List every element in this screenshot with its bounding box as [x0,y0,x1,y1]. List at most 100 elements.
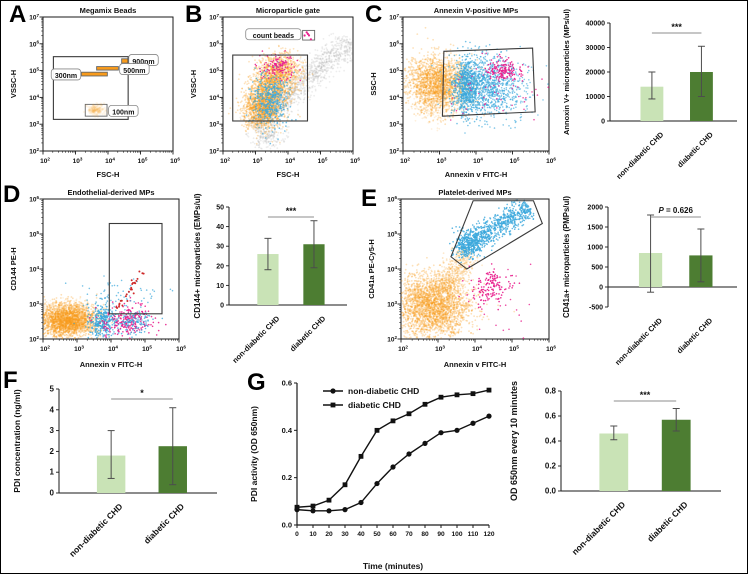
panel-label-f: F [3,367,18,394]
bead-900nm [121,58,129,64]
gate [450,200,544,270]
plot-title: Microparticle gate [256,6,320,15]
series-diabetic-chd [294,387,492,510]
legend-label: diabetic CHD [348,400,401,410]
gate-tag-box [108,104,139,117]
category-label: non-diabetic CHD [614,130,665,181]
bar-non-diabetic-chd [599,433,629,491]
B-svg: Microparticle gate 102 103 104 105 106 102 103 1… [189,6,360,179]
gate [52,56,129,120]
svg-text:104: 104 [285,156,295,165]
bar-diabetic-chd [661,419,691,491]
category-label: non-diabetic CHD [613,316,664,367]
bead-500nm [96,66,119,71]
gate-tag-label: 500nm [123,68,145,75]
legend-entry-diabetic-chd: diabetic CHD [323,400,401,410]
svg-text:104: 104 [29,93,39,102]
svg-text:106: 106 [29,40,39,49]
panel-label-g: G [247,369,266,396]
gate-tag-label: 900nm [132,59,154,66]
svg-text:105: 105 [138,156,148,165]
svg-text:104: 104 [209,93,219,102]
svg-text:104: 104 [105,156,115,165]
point-cloud [42,270,174,340]
y-axis-label: CD144 PE-H [9,247,18,290]
significance-label: * [140,388,144,398]
x-axis-label: Annexin v FITC-H [445,170,508,179]
G_bar-svg: 0.00.20.40.60.8OD 650nm every 10 minutes… [509,381,721,557]
y-axis-label: VSSC-H [189,70,198,98]
category-label: diabetic CHD [142,501,186,545]
gate-tag-box [50,68,82,81]
gate-tag-label: count beads [253,33,294,40]
category-label: non-diabetic CHD [230,314,281,365]
gate-tag-label: 100nm [112,110,134,117]
category-label: diabetic CHD [675,316,715,356]
gate [441,47,536,117]
point-cloud [403,26,549,134]
plot-frame [42,16,174,152]
x-axis-label: Annexin v FITC-H [444,360,507,369]
y-axis-label: OD 650nm every 10 minutes [509,381,519,501]
A-svg: Megamix Beads 102 103 104 105 106 102 103 104 105… [9,6,180,179]
x-axis-label: FSC-H [277,170,300,179]
panel-label-d: D [3,181,21,208]
y-axis-label: CD41a+ microparticles (PMPs/ul) [562,196,571,318]
bar-chart-cd144-microparticles: 0 10 20 30 40 50 CD144+ microparticles (EMPs/u… [189,189,359,376]
bead-300nm [80,71,108,77]
significance-label: P = 0.626 [658,206,693,215]
gate-tag-box [245,28,302,41]
svg-text:102: 102 [29,147,39,156]
category-label: diabetic CHD [675,130,715,170]
plot-title: Annexin V-positive MPs [434,6,519,15]
gate [232,54,309,122]
G_line-svg: 0 10 20 30 40 50 60 70 80 90 100 110 1200.00.20.40.6… [249,379,495,572]
y-axis-label: PDI activity (OD 650nm) [249,406,259,502]
flow-plot-platelet-derived-mps: Platelet-derived MPs 102 103 104 105 106 102 10… [365,187,557,374]
point-cloud [227,31,353,150]
x-axis-label: FSC-H [97,170,120,179]
svg-text:102: 102 [40,156,50,165]
point-cloud [82,102,110,118]
x-axis-label: Annexin v FITC-H [80,360,143,369]
bar-chart-annexin-v-microparticles: 0 10000 20000 30000 40000 Annoxin V+ micropar… [558,5,747,188]
panel-label-a: A [9,1,27,28]
gate [108,222,163,315]
y-axis-label: CD41a PE-Cy5-H [367,239,376,299]
gate-tag-box [119,63,150,75]
svg-text:105: 105 [318,156,328,165]
svg-text:102: 102 [209,147,219,156]
svg-text:106: 106 [350,156,360,165]
significance-label: *** [671,22,682,32]
x-axis-label: Time (minutes) [363,561,423,571]
plot-title: Endothelial-derived MPs [67,188,154,197]
significance-label: *** [286,206,297,216]
y-axis-label: Annoxin V+ microparticles (MPs/ul) [562,8,571,135]
category-label: non-diabetic CHD [570,499,627,556]
plot-title: Platelet-derived MPs [438,188,511,197]
svg-text:105: 105 [209,67,219,76]
point-cloud [400,199,535,340]
category-label: diabetic CHD [288,314,328,354]
bar-chart-pdi-concentration: 0 1 2 3 4 5 PDI concentration (ng/ml) non-diabe… [7,373,241,573]
flow-plot-microparticle-gate: Microparticle gate 102 103 104 105 106 102 103 1… [187,5,361,184]
significance-label: *** [640,390,651,400]
panel-label-c: C [365,1,383,28]
plot-title: Megamix Beads [80,6,137,15]
svg-text:103: 103 [209,120,219,129]
bar-chart-od650: 0.0 0.2 0.4 0.6 0.8 OD 650nm every 10 minutes… [503,373,747,573]
bar-diabetic-chd [303,244,325,305]
svg-text:103: 103 [29,120,39,129]
bar-non-diabetic-chd [257,254,279,305]
svg-text:107: 107 [29,13,39,22]
svg-text:103: 103 [73,156,83,165]
panel-label-b: B [185,1,203,28]
svg-text:102: 102 [220,156,230,165]
svg-text:107: 107 [209,13,219,22]
